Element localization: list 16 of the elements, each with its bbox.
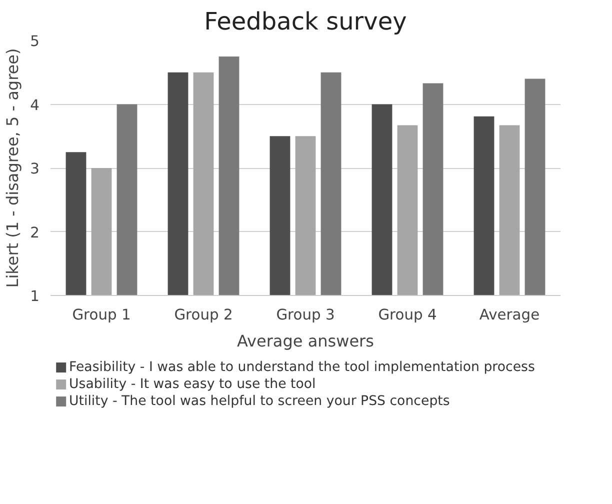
legend-label: Feasibility - I was able to understand the tool implementation process [69, 360, 535, 375]
x-tick-label: Group 1 [72, 306, 131, 324]
x-axis-title: Average answers [237, 332, 374, 350]
y-tick-label: 4 [30, 96, 40, 114]
x-tick-label: Group 3 [276, 306, 335, 324]
y-tick-label: 5 [30, 33, 40, 50]
y-tick-label: 2 [30, 224, 40, 242]
chart-title: Feedback survey [204, 8, 407, 36]
y-tick-label: 1 [30, 288, 40, 305]
y-tick-label: 3 [30, 160, 40, 178]
x-tick-label: Group 4 [378, 306, 437, 324]
legend-label: Utility - The tool was helpful to screen your PSS concepts [69, 394, 450, 409]
y-axis-title: Likert (1 - disagree, 5 - agree) [3, 48, 22, 288]
x-tick-label: Group 2 [174, 306, 233, 324]
legend-label: Usability - It was easy to use the tool [69, 377, 316, 392]
x-tick-label: Average [479, 306, 540, 324]
